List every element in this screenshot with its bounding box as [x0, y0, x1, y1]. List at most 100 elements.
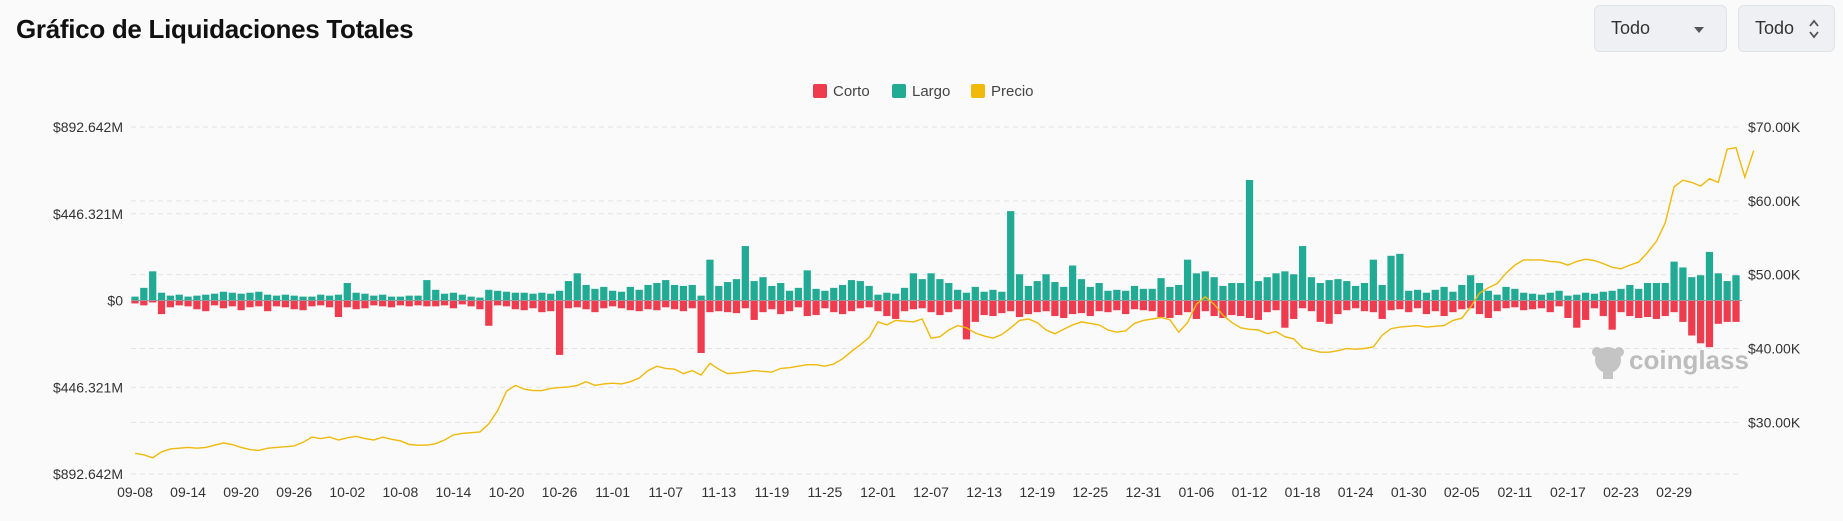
- long-bar[interactable]: [564, 281, 573, 301]
- long-bar[interactable]: [1033, 281, 1041, 301]
- long-bar[interactable]: [591, 288, 599, 301]
- long-bar[interactable]: [1555, 290, 1563, 301]
- long-bar[interactable]: [1139, 288, 1147, 301]
- long-bar[interactable]: [423, 280, 431, 301]
- long-bar[interactable]: [1546, 292, 1554, 301]
- short-bar[interactable]: [175, 300, 183, 306]
- long-bar[interactable]: [1405, 290, 1413, 301]
- long-bar[interactable]: [918, 279, 926, 301]
- short-bar[interactable]: [228, 300, 236, 307]
- short-bar[interactable]: [1705, 300, 1714, 348]
- long-bar[interactable]: [387, 296, 396, 301]
- short-bar[interactable]: [1237, 300, 1245, 317]
- short-bar[interactable]: [1263, 300, 1271, 313]
- short-bar[interactable]: [396, 300, 404, 306]
- long-bar[interactable]: [1688, 277, 1696, 301]
- short-bar[interactable]: [1635, 300, 1643, 318]
- long-bar[interactable]: [281, 294, 289, 301]
- long-bar[interactable]: [838, 284, 847, 301]
- long-bar[interactable]: [1183, 259, 1192, 301]
- short-bar[interactable]: [1104, 300, 1112, 313]
- long-bar[interactable]: [617, 291, 626, 301]
- short-bar[interactable]: [865, 300, 873, 308]
- short-bar[interactable]: [847, 300, 856, 312]
- long-bar[interactable]: [732, 279, 741, 301]
- short-bar[interactable]: [573, 300, 581, 308]
- short-bar[interactable]: [272, 300, 281, 307]
- short-bar[interactable]: [715, 300, 723, 312]
- short-bar[interactable]: [317, 300, 325, 306]
- short-bar[interactable]: [1431, 300, 1439, 312]
- short-bar[interactable]: [1166, 300, 1174, 318]
- long-bar[interactable]: [370, 295, 378, 301]
- legend-item-largo[interactable]: Largo: [892, 83, 950, 100]
- short-bar[interactable]: [741, 300, 749, 309]
- short-bar[interactable]: [785, 300, 794, 312]
- long-bar[interactable]: [1334, 279, 1342, 301]
- short-bar[interactable]: [564, 300, 573, 309]
- long-bar[interactable]: [343, 283, 351, 301]
- long-bar[interactable]: [184, 296, 192, 301]
- short-bar[interactable]: [555, 300, 564, 355]
- short-bar[interactable]: [1670, 300, 1678, 313]
- long-bar[interactable]: [1369, 259, 1377, 301]
- long-bar[interactable]: [396, 296, 404, 301]
- long-bar[interactable]: [1422, 292, 1431, 301]
- short-bar[interactable]: [1015, 300, 1024, 318]
- long-bar[interactable]: [759, 277, 767, 301]
- long-bar[interactable]: [361, 293, 369, 301]
- long-bar[interactable]: [1254, 281, 1262, 301]
- legend-item-corto[interactable]: Corto: [813, 83, 870, 100]
- short-bar[interactable]: [1573, 300, 1581, 328]
- short-bar[interactable]: [308, 300, 316, 307]
- short-bar[interactable]: [1113, 300, 1121, 311]
- short-bar[interactable]: [724, 300, 732, 313]
- short-bar[interactable]: [149, 300, 157, 303]
- short-bar[interactable]: [600, 300, 608, 309]
- short-bar[interactable]: [617, 300, 626, 309]
- short-bar[interactable]: [1502, 300, 1510, 309]
- short-bar[interactable]: [1590, 300, 1599, 309]
- long-bar[interactable]: [706, 259, 714, 301]
- long-bar[interactable]: [1245, 179, 1254, 301]
- short-bar[interactable]: [184, 300, 192, 307]
- long-bar[interactable]: [1130, 285, 1139, 301]
- long-bar[interactable]: [458, 294, 466, 301]
- long-bar[interactable]: [1723, 281, 1731, 301]
- long-bar[interactable]: [1617, 288, 1625, 301]
- long-bar[interactable]: [785, 290, 794, 301]
- short-bar[interactable]: [1440, 300, 1448, 317]
- short-bar[interactable]: [1378, 300, 1386, 319]
- long-bar[interactable]: [989, 289, 997, 301]
- short-bar[interactable]: [361, 300, 369, 309]
- short-bar[interactable]: [1175, 300, 1183, 316]
- short-bar[interactable]: [1396, 300, 1404, 310]
- short-bar[interactable]: [1228, 300, 1236, 316]
- long-bar[interactable]: [149, 271, 157, 301]
- long-bar[interactable]: [1635, 288, 1643, 301]
- short-bar[interactable]: [405, 300, 413, 307]
- short-bar[interactable]: [131, 300, 139, 304]
- long-bar[interactable]: [140, 287, 148, 301]
- long-bar[interactable]: [865, 285, 873, 301]
- short-bar[interactable]: [1405, 300, 1413, 313]
- short-bar[interactable]: [1422, 300, 1431, 315]
- short-bar[interactable]: [1183, 300, 1192, 313]
- long-bar[interactable]: [1077, 279, 1086, 301]
- long-bar[interactable]: [440, 293, 449, 301]
- short-bar[interactable]: [547, 300, 555, 312]
- long-bar[interactable]: [485, 289, 493, 301]
- short-bar[interactable]: [989, 300, 997, 317]
- short-bar[interactable]: [953, 300, 962, 310]
- long-bar[interactable]: [1528, 293, 1537, 301]
- short-bar[interactable]: [838, 300, 847, 315]
- short-bar[interactable]: [1484, 300, 1492, 318]
- short-bar[interactable]: [1520, 300, 1528, 311]
- short-bar[interactable]: [193, 300, 201, 310]
- long-bar[interactable]: [679, 285, 688, 301]
- short-bar[interactable]: [1449, 300, 1457, 313]
- short-bar[interactable]: [1281, 300, 1289, 328]
- long-bar[interactable]: [1520, 292, 1528, 301]
- short-bar[interactable]: [1077, 300, 1086, 314]
- long-bar[interactable]: [1095, 283, 1103, 301]
